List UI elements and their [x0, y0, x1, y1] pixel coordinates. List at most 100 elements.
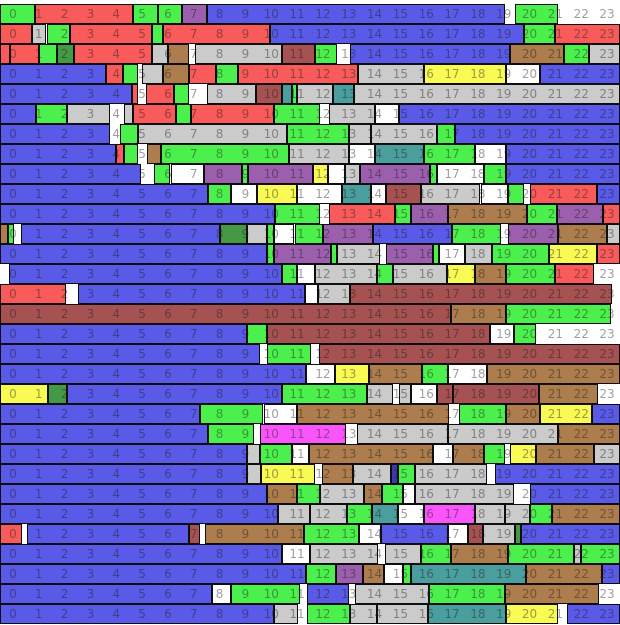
- timeline-segment-blue: [0, 84, 132, 104]
- timeline-row-10: 0 1 2 3 4 5 6 7 8 9 10 11 12 13 14 15 16 17 18 19 20 21 22 23: [0, 184, 620, 204]
- timeline-segment-teal: [281, 84, 292, 104]
- timeline-segment-white: [439, 244, 465, 264]
- timeline-segment-blue: [0, 464, 247, 484]
- timeline-segment-white: [506, 64, 540, 84]
- timeline-segment-blue: [454, 124, 620, 144]
- timeline-segment-gray: [399, 384, 411, 404]
- timeline-segment-gray: [297, 84, 334, 104]
- timeline-segment-magenta: [259, 424, 347, 444]
- timeline-segment-gray: [465, 244, 493, 264]
- hour-label: 23: [599, 327, 615, 341]
- timeline-segment-brown: [167, 44, 189, 64]
- timeline-segment-white: [231, 184, 258, 204]
- timeline-segment-gray: [355, 584, 429, 604]
- timeline-segment-white: [448, 364, 487, 384]
- timeline-segment-blue: [494, 464, 620, 484]
- timeline-segment-gray: [448, 424, 558, 444]
- timeline-segment-gray: [310, 544, 379, 564]
- timeline-row-24: 0 1 2 3 4 5 6 7 8 9 10 11 12 13 14 15 16 17 18 19 20 21 22 23: [0, 464, 620, 484]
- timeline-segment-purple: [248, 164, 313, 184]
- timeline-row-15: 0 1 2 3 4 5 6 7 8 9 10 11 12 13 14 15 16 17 18 19 20 21 22 23: [0, 284, 620, 304]
- timeline-segment-red: [73, 44, 153, 64]
- timeline-segment-brown: [162, 64, 189, 84]
- timeline-segment-blue: [0, 104, 37, 124]
- timeline-segment-red: [69, 24, 153, 44]
- timeline-segment-gray: [337, 244, 380, 264]
- timeline-segment-white: [410, 384, 437, 404]
- timeline-segment-teal: [333, 84, 354, 104]
- timeline-segment-green: [507, 544, 574, 564]
- timeline-segment-gray: [289, 144, 349, 164]
- timeline-segment-brown: [450, 304, 507, 324]
- timeline-segment-gray: [32, 24, 47, 44]
- timeline-segment-white: [306, 364, 335, 384]
- timeline-segment-brown: [558, 424, 620, 444]
- timeline-segment-maroon: [255, 84, 282, 104]
- timeline-segment-green: [484, 164, 507, 184]
- timeline-segment-white: [448, 524, 468, 544]
- timeline-segment-gray: [67, 104, 110, 124]
- timeline-row-4: 0 1 2 3 4 5 6 7 8 9 10 11 12 13 14 15 16 17 18 19 20 21 22 23: [0, 64, 620, 84]
- timeline-segment-green: [152, 24, 163, 44]
- timeline-segment-maroon: [188, 524, 201, 544]
- timeline-segment-gray: [384, 544, 422, 564]
- timeline-segment-magenta: [423, 504, 476, 524]
- timeline-segment-green: [133, 4, 158, 24]
- timeline-segment-brown: [510, 44, 565, 64]
- timeline-segment-white: [348, 144, 375, 164]
- timeline-segment-darkgreen: [515, 524, 521, 544]
- timeline-segment-yellow: [506, 604, 558, 624]
- timeline-row-19: 0 1 2 3 4 5 6 7 8 9 10 11 12 13 14 15 16 17 18 19 20 21 22 23: [0, 364, 620, 384]
- timeline-segment-green: [267, 224, 274, 244]
- timeline-segment-maroon: [453, 384, 539, 404]
- timeline-segment-white: [370, 184, 387, 204]
- timeline-segment-maroon: [319, 344, 620, 364]
- timeline-segment-purple: [556, 204, 604, 224]
- timeline-row-12: 0 1 2 3 4 5 6 7 8 9 10 11 12 13 14 15 16 17 18 19 20 21 22 23: [0, 224, 620, 244]
- timeline-segment-purple: [204, 164, 242, 184]
- timeline-segment-brown: [297, 404, 450, 424]
- timeline-segment-maroon: [467, 524, 484, 544]
- timeline-segment-green: [275, 204, 321, 224]
- timeline-segment-red: [596, 244, 620, 264]
- timeline-segment-red: [555, 24, 620, 44]
- timeline-segment-yellow: [423, 64, 507, 84]
- timeline-segment-darkgreen: [56, 44, 74, 64]
- timeline-segment-blue: [0, 424, 208, 444]
- timeline-segment-green: [231, 584, 300, 604]
- timeline-segment-red: [105, 64, 123, 84]
- timeline-segment-brown: [475, 264, 507, 284]
- timeline-segment-brown: [448, 204, 527, 224]
- timeline-segment-blue: [601, 564, 620, 584]
- timeline-segment-blue: [591, 404, 620, 424]
- timeline-segment-white: [475, 144, 507, 164]
- timeline-segment-green: [484, 444, 506, 464]
- timeline-segment-blue: [381, 524, 449, 544]
- timeline-segment-gray: [370, 124, 437, 144]
- timeline-segment-green: [207, 184, 232, 204]
- timeline-segment-white: [281, 544, 310, 564]
- timeline-segment-white: [328, 164, 345, 184]
- timeline-segment-gray: [392, 264, 447, 284]
- timeline-segment-maroon: [0, 304, 451, 324]
- timeline-segment-green: [422, 364, 449, 384]
- timeline-segment-brown: [267, 484, 298, 504]
- timeline-segment-teal: [410, 564, 526, 584]
- timeline-segment-gray: [505, 504, 530, 524]
- timeline-segment-green: [273, 104, 321, 124]
- timeline-segment-gray: [246, 224, 268, 244]
- timeline-segment-blue: [0, 564, 307, 584]
- timeline-segment-white: [359, 524, 382, 544]
- timeline-segment-red: [0, 24, 33, 44]
- timeline-segment-green: [286, 124, 349, 144]
- timeline-segment-gray: [607, 224, 620, 244]
- timeline-segment-brown: [364, 484, 383, 504]
- hour-label: 23: [599, 7, 615, 21]
- timeline-segment-green: [397, 464, 415, 484]
- timeline-segment-green: [403, 564, 411, 584]
- timeline-segment-green: [421, 544, 451, 564]
- timeline-row-17: 0 1 2 3 4 5 6 7 8 9 10 11 12 13 14 15 16 17 18 19 20 21 22 23: [0, 324, 620, 344]
- timeline-segment-green: [423, 144, 476, 164]
- timeline-segment-white: [170, 164, 205, 184]
- timeline-segment-green: [200, 404, 264, 424]
